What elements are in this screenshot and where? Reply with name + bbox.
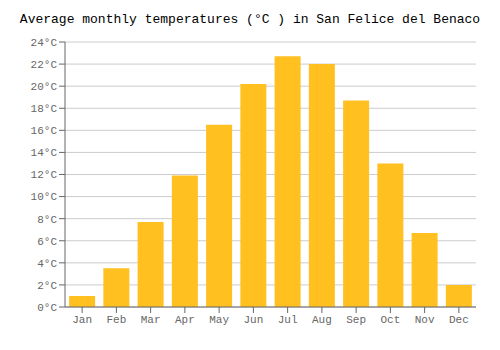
svg-text:24°C: 24°C — [31, 37, 58, 49]
svg-text:Feb: Feb — [106, 314, 126, 326]
svg-text:Dec: Dec — [449, 314, 469, 326]
svg-text:Oct: Oct — [380, 314, 400, 326]
svg-text:4°C: 4°C — [37, 258, 57, 270]
svg-text:16°C: 16°C — [31, 125, 58, 137]
svg-text:Nov: Nov — [415, 314, 435, 326]
svg-text:22°C: 22°C — [31, 59, 58, 71]
svg-text:Sep: Sep — [346, 314, 366, 326]
svg-text:Apr: Apr — [175, 314, 195, 326]
svg-text:14°C: 14°C — [31, 147, 58, 159]
svg-text:6°C: 6°C — [37, 236, 57, 248]
svg-text:Aug: Aug — [312, 314, 332, 326]
svg-text:0°C: 0°C — [37, 302, 57, 314]
svg-text:May: May — [209, 314, 229, 326]
svg-text:Jul: Jul — [278, 314, 298, 326]
svg-text:Mar: Mar — [141, 314, 161, 326]
svg-text:20°C: 20°C — [31, 81, 58, 93]
html-text:Average monthly temperatures (: Average monthly temperatures (°C ) in Sa… — [19, 12, 481, 27]
svg-text:12°C: 12°C — [31, 169, 58, 181]
svg-text:Jun: Jun — [243, 314, 263, 326]
svg-text:2°C: 2°C — [37, 280, 57, 292]
svg-text:8°C: 8°C — [37, 214, 57, 226]
svg-text:18°C: 18°C — [31, 103, 58, 115]
svg-text:10°C: 10°C — [31, 191, 58, 203]
svg-text:Jan: Jan — [72, 314, 92, 326]
